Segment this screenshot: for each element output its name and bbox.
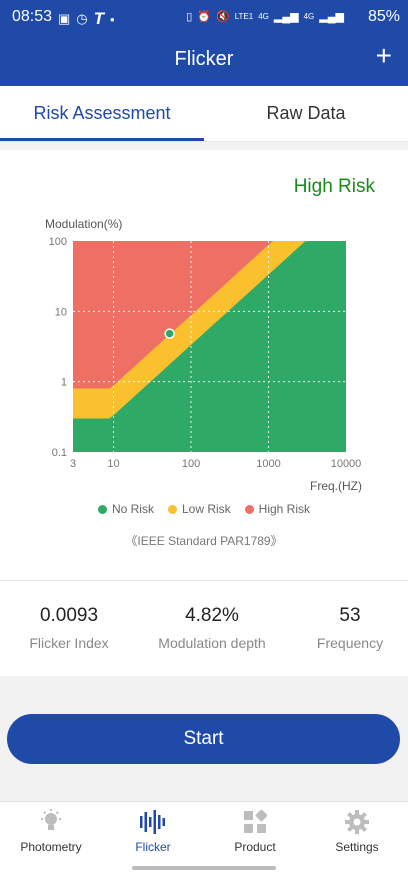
stat-label: Flicker Index xyxy=(29,635,109,651)
standard-note: 《IEEE Standard PAR1789》 xyxy=(125,534,283,548)
risk-result-label: High Risk xyxy=(293,176,375,197)
stat-modulation-depth: 4.82% Modulation depth xyxy=(150,605,274,651)
legend-dot-low-risk xyxy=(167,504,177,514)
chart-legend: No Risk Low Risk High Risk xyxy=(0,502,408,516)
y-axis-label: Modulation(%) xyxy=(45,217,122,231)
tab-raw-data[interactable]: Raw Data xyxy=(266,103,346,123)
lightbulb-icon xyxy=(0,802,102,834)
y-tick-label: 0.1 xyxy=(52,447,67,459)
section-divider xyxy=(0,142,408,150)
x-axis-label: Freq.(HZ) xyxy=(310,479,362,493)
gallery-icon: ▣ xyxy=(58,11,71,26)
nav-item-settings[interactable]: Settings xyxy=(306,802,408,862)
stats-row: 0.0093 Flicker Index 4.82% Modulation de… xyxy=(0,605,408,665)
x-tick-label: 100 xyxy=(182,458,200,470)
active-tab-indicator xyxy=(0,138,204,141)
nav-label: Settings xyxy=(335,840,379,854)
stat-value: 0.0093 xyxy=(39,605,99,626)
x-tick-label: 3 xyxy=(70,458,76,470)
divider xyxy=(0,580,408,581)
measurement-point xyxy=(164,328,175,339)
page-title: Flicker xyxy=(174,48,234,70)
legend-label: High Risk xyxy=(258,502,311,516)
nav-item-flicker[interactable]: Flicker xyxy=(102,802,204,862)
y-tick-label: 1 xyxy=(61,377,67,389)
stat-value: 53 xyxy=(339,605,361,626)
signal-icon-2: ▂▄▆ xyxy=(319,11,344,23)
signal-icon: ▂▄▆ xyxy=(273,11,299,23)
stat-label: Frequency xyxy=(316,635,384,651)
legend-item-low-risk: Low Risk xyxy=(167,502,231,516)
y-tick-label: 10 xyxy=(55,306,67,318)
y-tick-label: 100 xyxy=(49,236,67,248)
app-bar: Flicker + xyxy=(0,34,408,86)
nav-label: Product xyxy=(234,840,276,854)
alarm-icon: ⏰ xyxy=(197,11,211,23)
region-no-risk xyxy=(73,241,346,452)
nav-item-product[interactable]: Product xyxy=(204,802,306,862)
status-bar: 08:53 ▣ ◷ T • ▯ ⏰ 🔇 LTE1 4G ▂▄▆ 4G ▂▄▆ 8… xyxy=(0,0,408,34)
stat-flicker-index: 0.0093 Flicker Index xyxy=(18,605,120,651)
status-time: 08:53 xyxy=(12,8,53,25)
nav-item-photometry[interactable]: Photometry xyxy=(0,802,102,862)
mute-icon: 🔇 xyxy=(215,11,230,23)
nav-label: Flicker xyxy=(135,840,171,854)
home-indicator xyxy=(132,866,276,870)
nfc-icon: ▯ xyxy=(186,11,193,23)
legend-dot-no-risk xyxy=(97,504,107,514)
stat-label: Modulation depth xyxy=(158,635,266,651)
x-tick-label: 10000 xyxy=(331,458,362,470)
stat-value: 4.82% xyxy=(185,605,239,626)
network-4g-label-2: 4G xyxy=(303,12,315,21)
notification-dot-icon: • xyxy=(110,11,115,27)
x-tick-label: 1000 xyxy=(256,458,280,470)
legend-item-high-risk: High Risk xyxy=(244,502,311,516)
lte-label: LTE1 xyxy=(234,12,254,21)
tab-risk-assessment[interactable]: Risk Assessment xyxy=(33,103,171,123)
legend-item-no-risk: No Risk xyxy=(97,502,154,516)
network-4g-label: 4G xyxy=(258,12,269,21)
plus-icon[interactable]: + xyxy=(375,40,392,71)
clock-icon: ◷ xyxy=(76,11,88,26)
start-button[interactable]: Start xyxy=(7,714,400,764)
risk-chart: 3 10 100 1000 10000 100 10 1 0.1 Modulation(%) F… xyxy=(45,217,362,493)
nav-label: Photometry xyxy=(20,840,82,854)
legend-label: Low Risk xyxy=(181,502,231,516)
app-t-icon: T xyxy=(93,9,105,28)
x-tick-label: 10 xyxy=(107,458,119,470)
grid-icon xyxy=(204,802,306,834)
bottom-navigation: Photometry Flicker Product Settings xyxy=(0,801,408,861)
waveform-icon xyxy=(102,802,204,834)
legend-label: No Risk xyxy=(111,502,154,516)
legend-dot-high-risk xyxy=(244,504,254,514)
tab-bar: Risk Assessment Raw Data xyxy=(0,86,408,142)
stat-frequency: 53 Frequency xyxy=(306,605,394,651)
gear-icon xyxy=(306,802,408,834)
battery-level: 85% xyxy=(367,8,400,25)
